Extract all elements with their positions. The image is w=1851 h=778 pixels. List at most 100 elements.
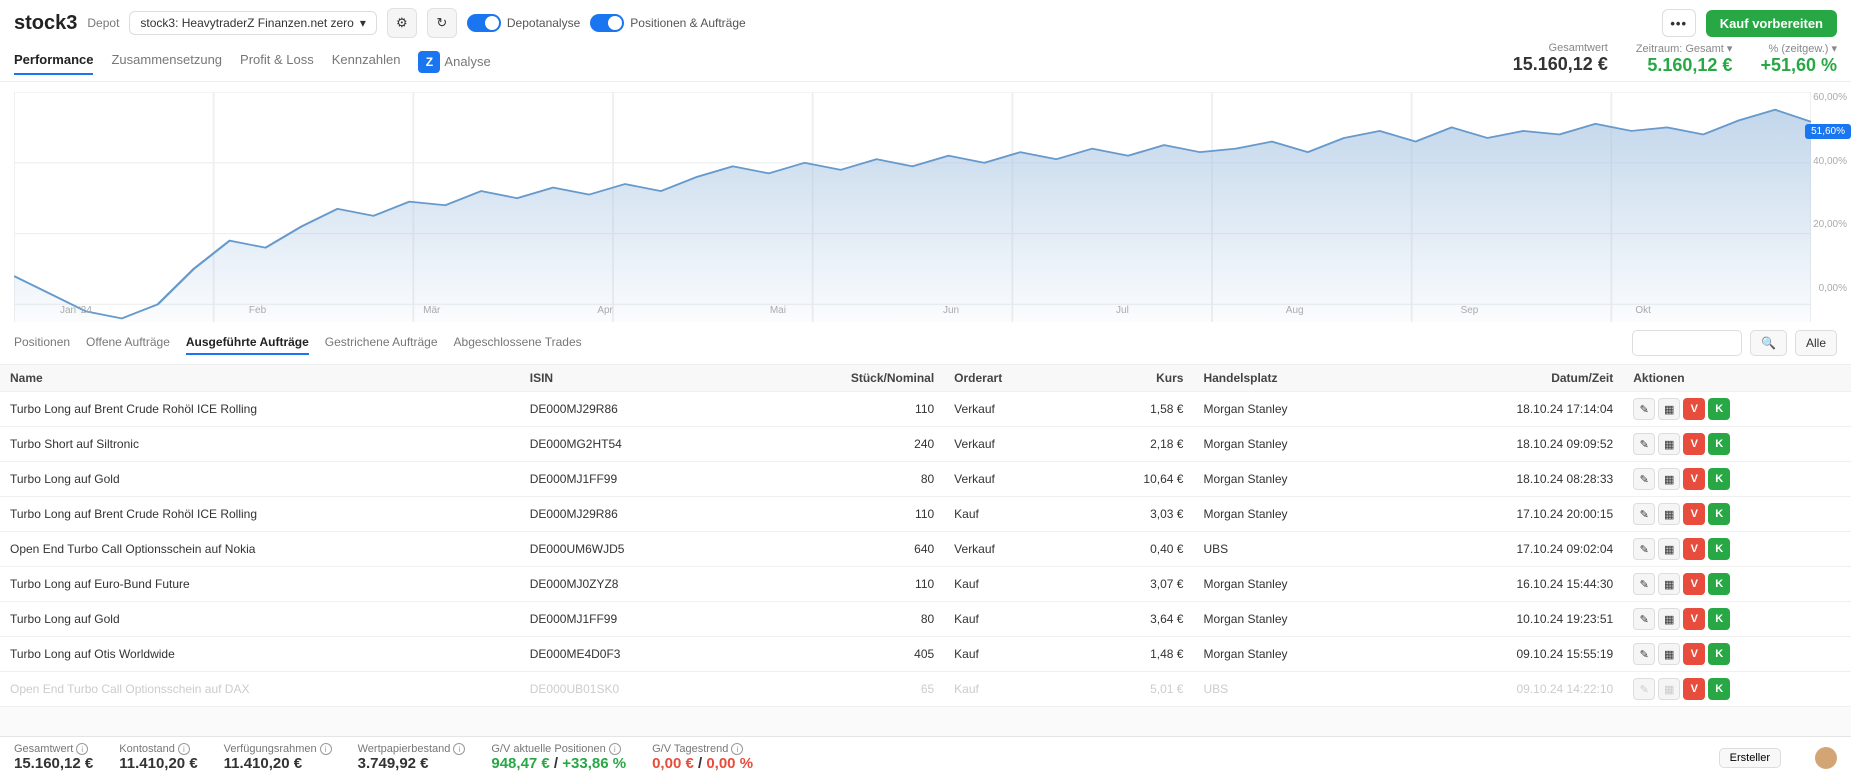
edit-icon[interactable]: ✎ [1633,678,1655,700]
nav-tab-kennzahlen[interactable]: Kennzahlen [332,46,401,75]
sell-button[interactable]: V [1683,503,1705,525]
info-icon[interactable]: i [731,743,743,755]
sub-tab-offene-auftr-ge[interactable]: Offene Aufträge [86,331,170,355]
grid-icon[interactable]: ▦ [1658,503,1680,525]
table-header-orderart[interactable]: Orderart [944,365,1076,392]
sell-button[interactable]: V [1683,643,1705,665]
buy-button[interactable]: K [1708,468,1730,490]
footer-gv-pos-pct: +33,86 % [562,755,626,772]
table-actions-cell: ✎▦VK [1623,602,1851,637]
info-icon[interactable]: i [76,743,88,755]
edit-icon[interactable]: ✎ [1633,608,1655,630]
table-cell: DE000MJ1FF99 [520,462,743,497]
sub-tab-positionen[interactable]: Positionen [14,331,70,355]
grid-icon[interactable]: ▦ [1658,643,1680,665]
sell-button[interactable]: V [1683,433,1705,455]
sub-tab-ausgef-hrte-auftr-ge[interactable]: Ausgeführte Aufträge [186,331,309,355]
buy-button[interactable]: K [1708,538,1730,560]
alle-filter-button[interactable]: Alle [1795,330,1837,356]
logo: stock3 [14,12,77,35]
buy-button[interactable]: K [1708,433,1730,455]
table-cell: 17.10.24 09:02:04 [1396,532,1623,567]
orders-search-input[interactable] [1632,330,1742,356]
edit-icon[interactable]: ✎ [1633,468,1655,490]
table-header-handelsplatz[interactable]: Handelsplatz [1193,365,1396,392]
refresh-icon-button[interactable]: ↻ [427,8,457,38]
nav-tab-performance[interactable]: Performance [14,46,93,75]
table-row[interactable]: Turbo Long auf GoldDE000MJ1FF9980Kauf3,6… [0,602,1851,637]
table-row[interactable]: Turbo Long auf Brent Crude Rohöl ICE Rol… [0,392,1851,427]
analyse-tab[interactable]: Analyse [444,48,490,75]
grid-icon[interactable]: ▦ [1658,468,1680,490]
buy-button[interactable]: K [1708,503,1730,525]
user-avatar[interactable] [1815,747,1837,769]
buy-button[interactable]: K [1708,678,1730,700]
grid-icon[interactable]: ▦ [1658,538,1680,560]
table-cell: 3,03 € [1077,497,1194,532]
table-header-st-ck-nominal[interactable]: Stück/Nominal [743,365,944,392]
info-icon[interactable]: i [453,743,465,755]
grid-icon[interactable]: ▦ [1658,573,1680,595]
buy-button[interactable]: K [1708,398,1730,420]
search-button[interactable]: 🔍 [1750,330,1787,356]
more-menu-button[interactable]: ••• [1662,9,1696,37]
table-cell: 110 [743,497,944,532]
kauf-vorbereiten-button[interactable]: Kauf vorbereiten [1706,10,1837,37]
sell-button[interactable]: V [1683,678,1705,700]
table-cell: 18.10.24 17:14:04 [1396,392,1623,427]
grid-icon[interactable]: ▦ [1658,433,1680,455]
grid-icon[interactable]: ▦ [1658,678,1680,700]
table-header-name[interactable]: Name [0,365,520,392]
buy-button[interactable]: K [1708,608,1730,630]
buy-button[interactable]: K [1708,573,1730,595]
sell-button[interactable]: V [1683,573,1705,595]
x-tick-label: Apr [597,305,613,316]
footer-gv-tag-abs: 0,00 € [652,755,694,772]
table-row[interactable]: Turbo Short auf SiltronicDE000MG2HT54240… [0,427,1851,462]
table-row[interactable]: Turbo Long auf Otis WorldwideDE000ME4D0F… [0,637,1851,672]
edit-icon[interactable]: ✎ [1633,538,1655,560]
edit-icon[interactable]: ✎ [1633,643,1655,665]
table-cell: Verkauf [944,392,1076,427]
table-row[interactable]: Turbo Long auf Brent Crude Rohöl ICE Rol… [0,497,1851,532]
table-row[interactable]: Open End Turbo Call Optionsschein auf No… [0,532,1851,567]
settings-icon-button[interactable]: ⚙ [387,8,417,38]
zeitraum-label[interactable]: Zeitraum: Gesamt ▾ [1636,42,1733,55]
sell-button[interactable]: V [1683,398,1705,420]
nav-tab-zusammensetzung[interactable]: Zusammensetzung [111,46,222,75]
pct-label[interactable]: % (zeitgew.) ▾ [1769,42,1838,55]
edit-icon[interactable]: ✎ [1633,398,1655,420]
table-cell: 1,58 € [1077,392,1194,427]
table-row[interactable]: Open End Turbo Call Optionsschein auf DA… [0,672,1851,707]
info-icon[interactable]: i [609,743,621,755]
grid-icon[interactable]: ▦ [1658,608,1680,630]
edit-icon[interactable]: ✎ [1633,573,1655,595]
edit-icon[interactable]: ✎ [1633,503,1655,525]
sell-button[interactable]: V [1683,608,1705,630]
positionen-toggle[interactable] [590,14,624,32]
table-cell: Turbo Long auf Brent Crude Rohöl ICE Rol… [0,392,520,427]
x-tick-label: Jan '24 [60,305,92,316]
grid-icon[interactable]: ▦ [1658,398,1680,420]
info-icon[interactable]: i [320,743,332,755]
depotanalyse-toggle[interactable] [467,14,501,32]
ersteller-button[interactable]: Ersteller [1719,748,1781,768]
table-row[interactable]: Turbo Long auf GoldDE000MJ1FF9980Verkauf… [0,462,1851,497]
sub-tab-abgeschlossene-trades[interactable]: Abgeschlossene Trades [454,331,582,355]
depot-selector[interactable]: stock3: HeavytraderZ Finanzen.net zero ▾ [129,11,376,35]
table-row[interactable]: Turbo Long auf Euro-Bund FutureDE000MJ0Z… [0,567,1851,602]
sell-button[interactable]: V [1683,468,1705,490]
buy-button[interactable]: K [1708,643,1730,665]
edit-icon[interactable]: ✎ [1633,433,1655,455]
table-actions-cell: ✎▦VK [1623,567,1851,602]
sub-tab-gestrichene-auftr-ge[interactable]: Gestrichene Aufträge [325,331,438,355]
table-header-datum-zeit[interactable]: Datum/Zeit [1396,365,1623,392]
table-header-kurs[interactable]: Kurs [1077,365,1194,392]
info-icon[interactable]: i [178,743,190,755]
nav-tab-profit-loss[interactable]: Profit & Loss [240,46,314,75]
sell-button[interactable]: V [1683,538,1705,560]
chart-current-value-tag: 51,60% [1805,124,1851,139]
table-header-aktionen[interactable]: Aktionen [1623,365,1851,392]
table-header-isin[interactable]: ISIN [520,365,743,392]
table-cell: DE000UM6WJD5 [520,532,743,567]
